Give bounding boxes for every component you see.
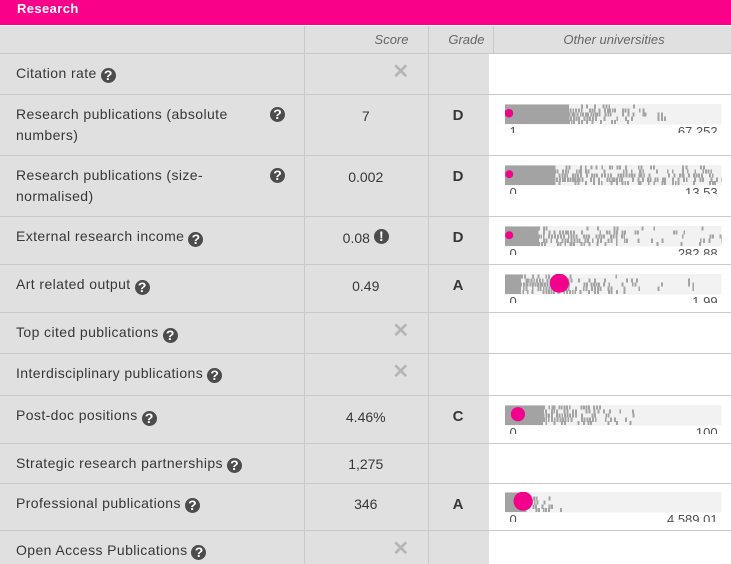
svg-text:67,252: 67,252: [678, 123, 718, 133]
svg-text:0: 0: [510, 424, 517, 434]
svg-text:13.53: 13.53: [685, 184, 718, 194]
svg-text:4,589.01: 4,589.01: [667, 512, 718, 522]
svg-text:1: 1: [510, 123, 517, 133]
svg-text:1.99: 1.99: [693, 293, 718, 303]
svg-text:0: 0: [510, 184, 517, 194]
svg-text:0: 0: [510, 293, 517, 303]
svg-text:0: 0: [510, 512, 517, 522]
svg-text:282.88: 282.88: [678, 245, 718, 255]
svg-text:0: 0: [510, 245, 517, 255]
svg-text:100: 100: [696, 424, 718, 434]
